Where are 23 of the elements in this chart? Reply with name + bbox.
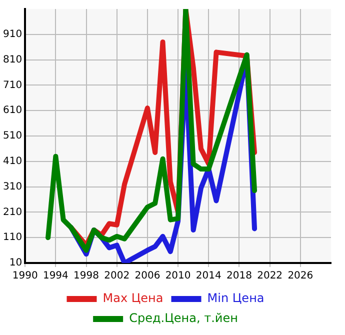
y-tick-label: 810: [2, 54, 22, 66]
x-tick-label: 1994: [42, 270, 68, 282]
legend-label: Min Цена: [207, 291, 264, 306]
legend-label: Сред.Цена, т.йен: [129, 311, 238, 326]
y-tick-label: 710: [2, 80, 22, 91]
legend-label: Max Цена: [102, 291, 164, 306]
x-tick-label: 2006: [134, 270, 160, 282]
x-tick-label: 2018: [226, 270, 252, 282]
x-tick-label: 2002: [104, 270, 130, 282]
y-tick-label: 910: [2, 28, 22, 40]
x-tick-label: 1990: [12, 270, 38, 282]
x-tick-label: 2026: [288, 270, 314, 282]
y-tick-label: 410: [2, 156, 22, 167]
y-tick-label: 310: [2, 181, 22, 192]
y-tick-label: 510: [2, 130, 22, 142]
x-tick-label: 1998: [74, 270, 99, 282]
x-tick-label: 2014: [196, 270, 222, 282]
x-tick-label: 2022: [257, 270, 283, 282]
y-tick-label: 10: [9, 258, 22, 269]
y-tick-label: 610: [2, 105, 22, 116]
x-tick-label: 2010: [165, 270, 191, 282]
y-tick-label: 110: [2, 232, 22, 244]
y-tick-label: 210: [2, 206, 22, 218]
